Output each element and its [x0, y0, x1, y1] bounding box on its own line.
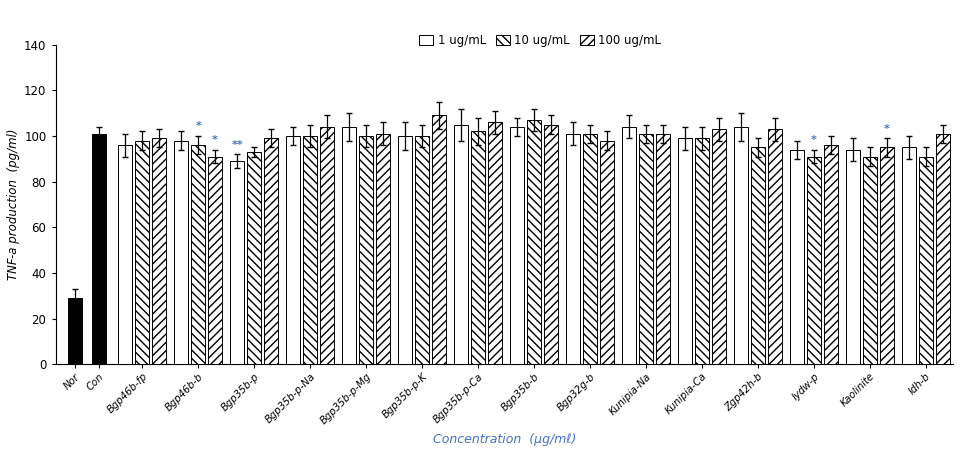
Bar	[432, 116, 445, 365]
Bar	[806, 157, 821, 365]
Bar	[343, 127, 356, 365]
Text: *: *	[212, 135, 218, 145]
Bar	[320, 127, 334, 365]
Bar	[454, 125, 468, 365]
Bar	[510, 127, 524, 365]
Bar	[68, 298, 83, 365]
Bar	[286, 136, 300, 365]
Bar	[790, 149, 804, 365]
Bar	[768, 129, 781, 365]
Bar	[695, 138, 708, 365]
Bar	[135, 140, 149, 365]
Bar	[471, 131, 485, 365]
Text: *: *	[811, 135, 817, 145]
Bar	[230, 161, 245, 365]
Bar	[600, 140, 613, 365]
Bar	[175, 140, 188, 365]
Bar	[264, 138, 278, 365]
Bar	[879, 147, 894, 365]
Bar	[527, 120, 541, 365]
Bar	[92, 134, 106, 365]
Bar	[398, 136, 412, 365]
Bar	[919, 157, 933, 365]
Bar	[622, 127, 636, 365]
Bar	[902, 147, 916, 365]
Bar	[208, 157, 222, 365]
Bar	[191, 145, 205, 365]
Bar	[583, 134, 597, 365]
Bar	[863, 157, 876, 365]
Y-axis label: TNF-a production  (pg/ml): TNF-a production (pg/ml)	[7, 129, 20, 280]
Bar	[152, 138, 166, 365]
Text: **: **	[231, 140, 243, 149]
Bar	[936, 134, 949, 365]
Bar	[846, 149, 860, 365]
Bar	[543, 125, 558, 365]
Bar	[656, 134, 670, 365]
Bar	[751, 147, 765, 365]
Bar	[303, 136, 317, 365]
Bar	[734, 127, 748, 365]
Bar	[376, 134, 390, 365]
Text: *: *	[195, 121, 202, 131]
Bar	[566, 134, 580, 365]
Bar	[415, 136, 429, 365]
Legend: 1 ug/mL, 10 ug/mL, 100 ug/mL: 1 ug/mL, 10 ug/mL, 100 ug/mL	[417, 31, 663, 49]
Bar	[639, 134, 653, 365]
Bar	[678, 138, 692, 365]
Bar	[118, 145, 132, 365]
Bar	[359, 136, 373, 365]
Text: *: *	[883, 124, 890, 134]
Bar	[488, 122, 502, 365]
Bar	[824, 145, 838, 365]
X-axis label: Concentration  (μg/mℓ): Concentration (μg/mℓ)	[433, 433, 576, 446]
Bar	[247, 152, 261, 365]
Bar	[711, 129, 726, 365]
